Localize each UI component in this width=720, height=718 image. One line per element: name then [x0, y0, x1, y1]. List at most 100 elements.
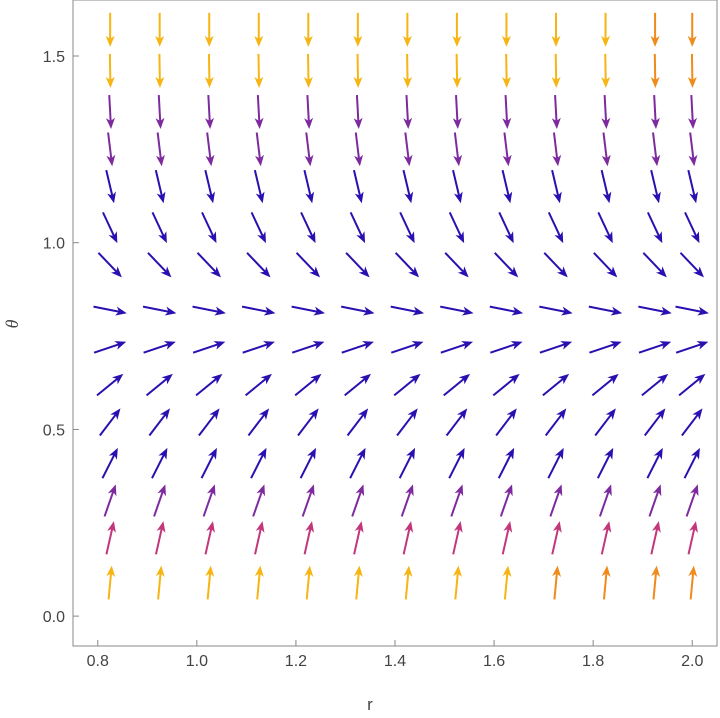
vector-arrow	[254, 521, 265, 555]
vector-arrow	[253, 169, 265, 204]
vector-arrow	[93, 305, 127, 316]
vector-arrow	[675, 341, 709, 354]
vector-arrow	[105, 12, 115, 47]
vector-arrow	[601, 53, 611, 88]
vector-arrow	[492, 373, 520, 397]
vector-arrow	[402, 53, 412, 88]
vector-arrow	[403, 94, 413, 129]
vector-arrow	[551, 94, 561, 129]
vector-arrow	[97, 252, 122, 278]
y-tick-label: 0.0	[43, 609, 65, 626]
vector-arrow	[106, 565, 116, 600]
x-tick-label: 1.6	[483, 653, 505, 670]
vector-arrow	[651, 132, 661, 167]
vector-arrow	[390, 305, 425, 316]
vector-arrow	[106, 132, 116, 167]
plot-frame	[72, 0, 718, 647]
vector-arrow	[147, 252, 172, 278]
vector-arrow	[353, 53, 363, 88]
vector-arrow	[250, 447, 267, 479]
vector-arrow	[452, 53, 462, 88]
vector-arrow	[552, 565, 562, 600]
vector-arrow	[687, 169, 698, 204]
vector-arrow	[400, 484, 414, 517]
vector-arrow	[291, 305, 325, 316]
vector-arrow	[93, 341, 127, 354]
vector-arrow	[646, 211, 663, 244]
vector-arrow	[346, 408, 369, 437]
vector-arrow	[551, 521, 562, 555]
vector-arrow	[344, 373, 372, 397]
vector-arrow	[303, 12, 313, 47]
vector-arrow	[340, 305, 375, 316]
vector-arrow	[254, 12, 264, 47]
vector-arrow	[304, 565, 314, 600]
vector-arrow	[252, 484, 266, 517]
y-axis-label: θ	[2, 319, 22, 328]
vector-arrow	[341, 341, 374, 354]
vector-arrow	[444, 252, 469, 278]
vector-arrow	[295, 252, 321, 278]
vector-arrow	[642, 252, 667, 278]
vector-arrow	[542, 373, 570, 397]
vector-arrow	[96, 373, 124, 397]
vector-arrow	[151, 447, 168, 479]
vector-arrow	[101, 447, 118, 479]
vector-arrow	[448, 211, 465, 244]
y-tick-label: 1.0	[43, 236, 65, 253]
vector-arrow	[596, 447, 614, 479]
vector-arrow	[142, 305, 177, 316]
x-tick-label: 2.0	[681, 653, 703, 670]
vector-arrow	[452, 12, 462, 47]
vector-arrow	[303, 53, 313, 88]
vector-arrow	[646, 447, 663, 479]
vector-arrow	[502, 94, 512, 129]
vector-arrow	[297, 408, 319, 437]
vector-arrow	[148, 408, 171, 437]
x-tick-label: 1.4	[384, 653, 406, 670]
vector-arrow	[250, 211, 266, 244]
vector-arrow	[502, 132, 512, 167]
vector-arrow	[402, 12, 412, 47]
vector-arrow	[681, 408, 703, 437]
y-tick-label: 0.5	[43, 422, 65, 439]
vector-arrow	[547, 211, 564, 244]
vector-arrow	[452, 169, 463, 204]
vector-arrows	[93, 12, 709, 600]
vector-arrow	[688, 132, 698, 167]
vector-arrow	[303, 521, 315, 555]
x-tick-label: 1.8	[582, 653, 604, 670]
vector-arrow	[195, 373, 223, 397]
vector-arrow	[453, 565, 462, 600]
vector-arrow	[192, 341, 226, 354]
vector-arrow	[539, 341, 573, 354]
vector-arrow	[593, 252, 618, 278]
vector-arrow	[650, 169, 661, 204]
vector-arrow	[205, 94, 215, 129]
x-axis-label: r	[367, 695, 373, 714]
vector-arrow	[155, 94, 165, 129]
vector-arrow	[643, 408, 666, 437]
vector-arrow	[445, 408, 468, 437]
vector-arrow	[247, 408, 270, 437]
vector-arrow	[489, 305, 524, 316]
vector-arrow	[105, 53, 115, 88]
vector-arrow	[687, 53, 697, 88]
vector-arrow	[650, 53, 660, 88]
vector-arrow	[153, 484, 166, 517]
vector-arrow	[440, 305, 474, 316]
vector-arrow	[304, 94, 314, 129]
vector-arrow	[450, 484, 464, 517]
vector-arrow	[349, 447, 366, 479]
y-axis-ticks: 0.0 0.5 1.0 1.5	[43, 49, 79, 626]
vector-arrow	[501, 521, 513, 555]
vector-arrow	[685, 484, 699, 517]
vector-arrow	[244, 373, 272, 397]
vector-arrow	[638, 305, 672, 316]
vector-arrow	[440, 341, 474, 354]
vector-arrow	[549, 484, 563, 517]
vector-arrow	[155, 12, 165, 47]
vector-arrow	[591, 373, 619, 397]
vector-arrow	[588, 305, 623, 316]
vector-arrow	[155, 565, 165, 600]
